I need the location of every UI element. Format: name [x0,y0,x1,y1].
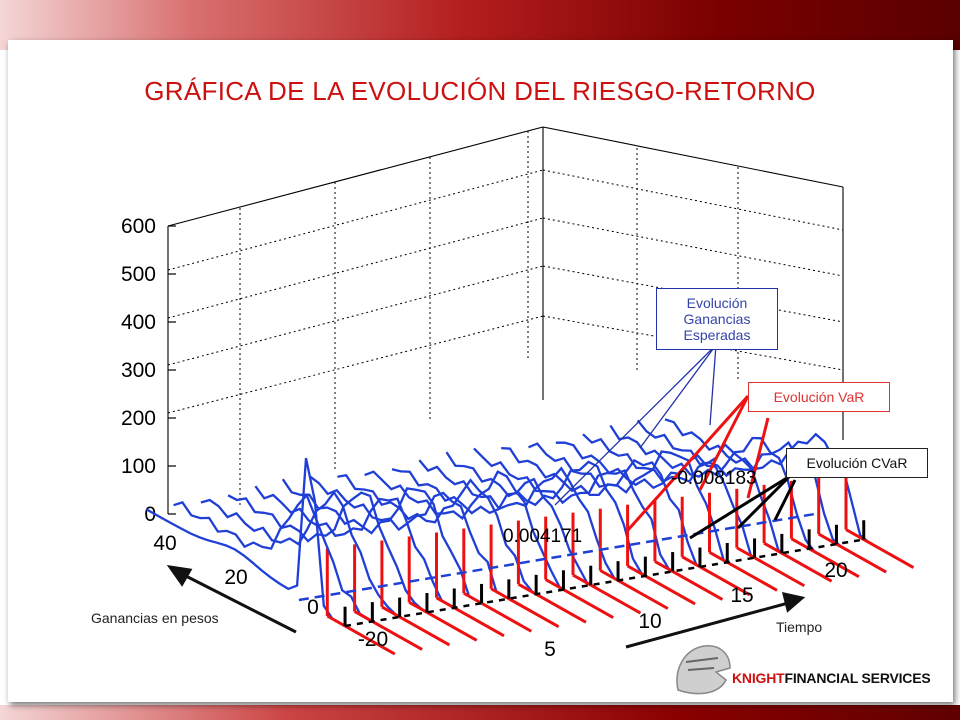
var-base-line [381,605,451,647]
floor-tick-labels: 40 20 0 -20 5 10 15 20 [153,532,847,661]
var-leader-2 [698,395,750,491]
time-tick-label: 10 [638,610,661,633]
expected-leader-2 [639,344,717,449]
var-base-line [708,550,778,592]
var-base-line [463,591,532,633]
value-label-low: 0.004171 [503,526,582,547]
top-back-edge [167,126,544,227]
cvar-label: Evolución CVaR [786,448,928,478]
grid-line [542,315,844,371]
gain-tick-label: 20 [224,566,247,589]
grid-line [542,265,844,323]
slices [145,418,915,656]
var-base-line [790,537,860,578]
var-label: Evolución VaR [748,382,890,412]
time-tick-label: 20 [824,559,847,582]
grid-lines [167,131,844,506]
var-base-line [736,546,805,588]
cvar-leader-2 [736,474,792,530]
var-base-line [817,532,887,574]
var-base-line [681,555,751,597]
company-logo-text: KNIGHTFINANCIAL SERVICES [732,670,931,686]
bottom-band [0,705,960,720]
expected-gains-label: Evolución Ganancias Esperadas [656,288,778,350]
var-base-line [763,541,833,583]
z-tick-label: 500 [121,263,156,286]
var-base-line [572,573,642,615]
var-base-line [517,582,587,624]
var-base-line [490,587,560,629]
time-tick-label: 5 [544,638,556,661]
knight-helmet-icon [676,645,731,695]
var-base-line [845,528,915,569]
grid-line [542,169,844,231]
var-base-line [626,564,696,606]
top-right-edge [542,126,844,188]
axis-arrows [166,564,806,649]
cvar-leader-1 [689,474,791,540]
leader-lines [554,344,797,540]
slide-title: GRÁFICA DE LA EVOLUCIÓN DEL RIESGO-RETOR… [144,76,816,106]
expected-trend-line [298,512,818,602]
z-tick-labels: 0 100 200 300 400 500 600 [121,215,176,526]
expected-leader-3 [709,344,717,426]
z-tick-label: 400 [121,311,156,334]
var-base-line [435,596,505,638]
gains-axis-label: Ganancias en pesos [91,610,219,626]
time-arrowhead [781,592,806,613]
var-base-line [599,569,669,610]
grid-line [167,217,544,319]
gain-tick-label: 40 [153,532,176,555]
z-tick-label: 200 [121,407,156,430]
z-tick-label: 100 [121,455,156,478]
z-tick-label: 0 [144,503,156,526]
gain-tick-label: -20 [358,628,388,651]
time-arrow-line [625,600,793,649]
gains-arrow-line [177,570,297,634]
var-leader-3 [746,417,770,499]
expected-leader-1 [554,344,717,506]
var-base-line [353,610,423,651]
z-tick-label: 600 [121,215,156,238]
cvar-trend-line [344,538,864,628]
gains-arrowhead [166,564,193,587]
value-label-high: -0.008183 [671,468,757,489]
grid-line [542,217,844,277]
grid-line [167,315,544,414]
var-base-line [326,614,396,656]
z-tick-label: 300 [121,359,156,382]
var-base-line [544,578,614,619]
gain-tick-label: 0 [307,596,319,619]
cvar-leader-3 [773,479,797,521]
var-leader-1 [626,394,750,532]
time-axis-label: Tiempo [776,619,823,635]
var-base-line [654,560,724,601]
grid-line [167,265,544,366]
grid-line [167,169,544,271]
time-tick-label: 15 [730,584,753,607]
var-base-line [408,601,478,642]
